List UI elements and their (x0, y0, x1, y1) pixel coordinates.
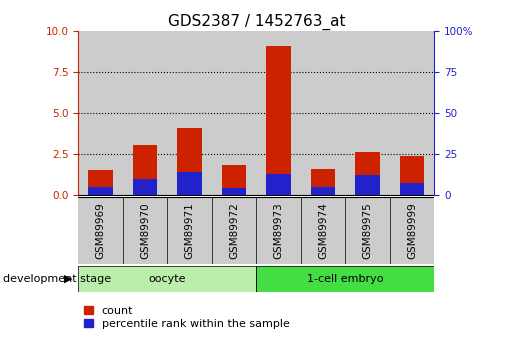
Bar (212, 197, 257, 264)
Bar (301, 31, 345, 195)
Bar (257, 31, 301, 195)
Bar (400, 184, 424, 195)
Bar (311, 169, 335, 195)
Bar (88, 170, 113, 195)
Bar (133, 145, 157, 195)
Bar (400, 156, 424, 195)
Bar (257, 266, 434, 292)
Bar (390, 31, 434, 195)
Bar (222, 188, 246, 195)
Bar (356, 152, 380, 195)
Bar (222, 166, 246, 195)
Text: GSM89974: GSM89974 (318, 202, 328, 259)
Bar (177, 128, 202, 195)
Bar (78, 266, 257, 292)
Bar (133, 179, 157, 195)
Bar (123, 197, 167, 264)
Bar (266, 174, 291, 195)
Bar (78, 31, 123, 195)
Text: oocyte: oocyte (148, 274, 186, 284)
Bar (301, 197, 345, 264)
Bar (356, 175, 380, 195)
Text: GSM89973: GSM89973 (274, 202, 283, 259)
Bar (167, 31, 212, 195)
Bar (78, 197, 123, 264)
Title: GDS2387 / 1452763_at: GDS2387 / 1452763_at (168, 13, 345, 30)
Bar (345, 197, 390, 264)
Bar (123, 31, 167, 195)
Text: GSM89972: GSM89972 (229, 202, 239, 259)
Bar (257, 266, 434, 292)
Legend: count, percentile rank within the sample: count, percentile rank within the sample (84, 306, 289, 329)
Text: GSM89969: GSM89969 (95, 202, 106, 259)
Bar (88, 187, 113, 195)
Bar (78, 266, 257, 292)
Text: GSM89971: GSM89971 (184, 202, 194, 259)
Bar (311, 187, 335, 195)
Bar (257, 197, 301, 264)
Text: GSM89999: GSM89999 (407, 202, 417, 259)
Text: ▶: ▶ (64, 274, 72, 284)
Bar (212, 31, 257, 195)
Bar (345, 31, 390, 195)
Bar (177, 172, 202, 195)
Bar (266, 46, 291, 195)
Text: GSM89970: GSM89970 (140, 202, 150, 259)
Text: development stage: development stage (3, 274, 111, 284)
Text: 1-cell embryo: 1-cell embryo (307, 274, 383, 284)
Bar (390, 197, 434, 264)
Bar (167, 197, 212, 264)
Text: GSM89975: GSM89975 (363, 202, 373, 259)
